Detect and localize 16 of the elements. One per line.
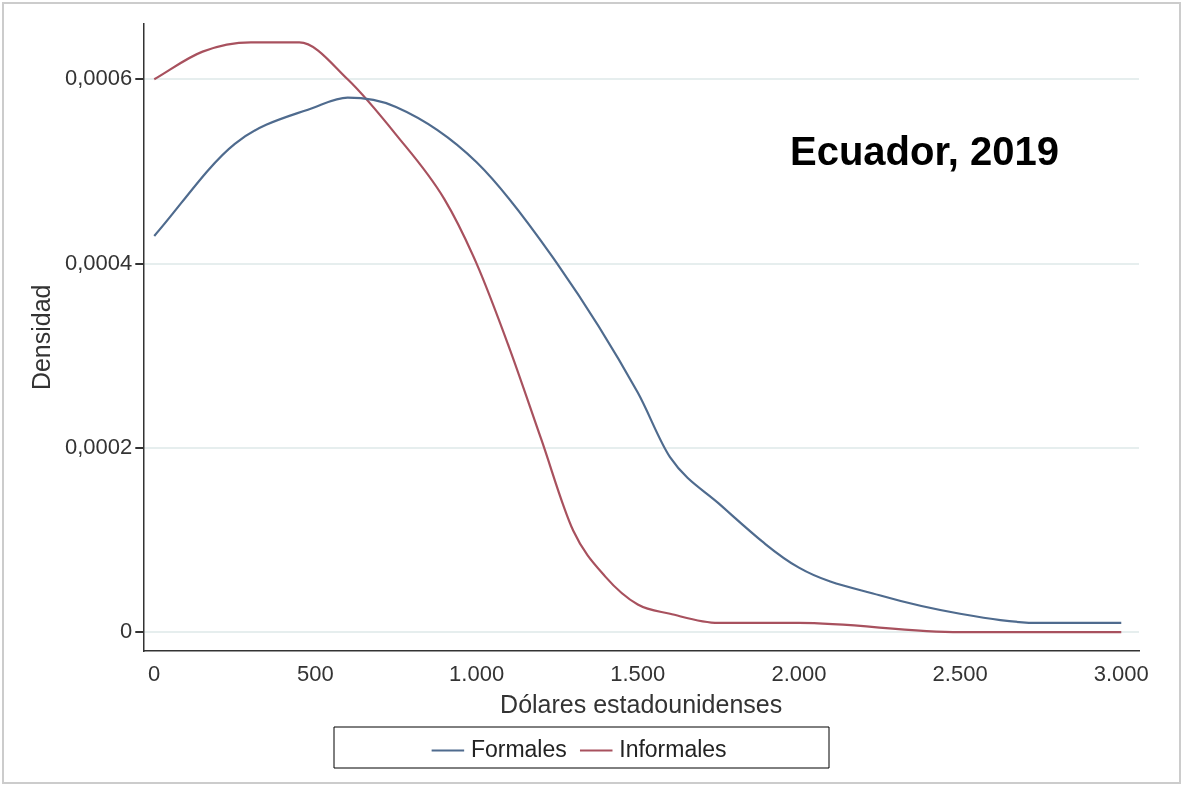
y-tick-label: 0,0004 xyxy=(64,249,133,275)
x-tick-label: 500 xyxy=(297,660,334,686)
y-tick-label: 0,0006 xyxy=(64,65,133,91)
x-axis-title: Dólares estadounidenses xyxy=(500,689,783,718)
x-tick-label: 1.500 xyxy=(610,660,666,686)
y-tick-label: 0 xyxy=(120,618,133,644)
legend-label: Informales xyxy=(619,735,727,762)
x-tick-label: 1.000 xyxy=(449,660,505,686)
y-axis-title: Densidad xyxy=(26,284,55,391)
x-tick-label: 2.000 xyxy=(771,660,827,686)
y-tick-label: 0,0002 xyxy=(64,433,133,459)
x-tick-label: 2.500 xyxy=(932,660,988,686)
x-tick-label: 0 xyxy=(148,660,161,686)
x-tick-label: 3.000 xyxy=(1093,660,1149,686)
legend-label: Formales xyxy=(470,735,567,762)
annotation: Ecuador, 2019 xyxy=(789,129,1059,174)
